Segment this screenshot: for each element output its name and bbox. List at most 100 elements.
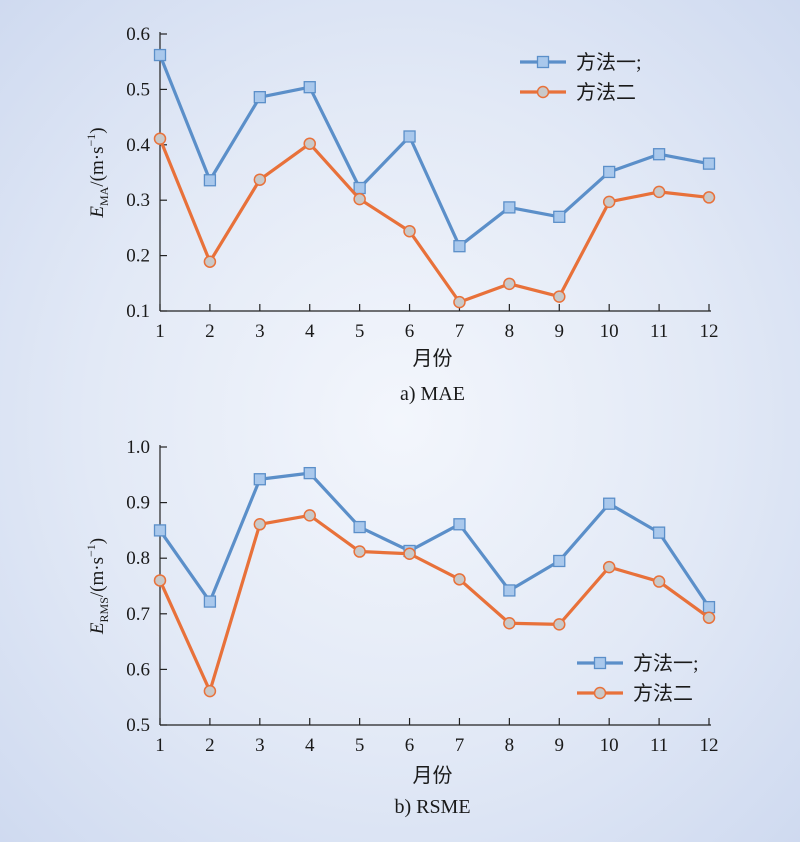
y-tick-label: 0.6 [126,24,150,45]
series-line [158,471,711,609]
y-tick-label: 0.8 [126,548,150,569]
y-label-suffix: ) [87,127,108,133]
y-tick-label: 0.2 [126,246,150,267]
data-point [702,611,716,624]
data-point [403,224,416,238]
legend-marker [593,686,607,700]
y-label-sup: −1 [84,134,98,147]
x-tick-label: 7 [455,735,465,756]
data-point [353,520,366,534]
x-tick-label: 12 [700,735,719,756]
legend-label: 方法一; [576,51,642,74]
data-point [453,573,466,586]
x-tick-label: 5 [355,321,365,342]
series-1 [153,466,716,614]
legend-marker [536,55,550,69]
data-point [553,554,566,568]
x-tick-label: 2 [205,321,215,342]
y-axis-label: ERMS/(m·s−1) [84,538,111,635]
x-tick-label: 11 [650,321,668,342]
data-point [553,210,566,223]
data-point [652,575,666,588]
y-axis-label: EMA/(m·s−1) [84,127,111,218]
x-tick-label: 5 [355,735,365,756]
data-point [353,181,366,195]
series-line [158,54,710,248]
data-point [702,600,716,614]
y-tick-label: 0.4 [126,135,150,156]
y-label-base: E [87,622,108,635]
y-label-unit: /(m·s [87,147,108,187]
y-tick-label: 0.5 [126,715,150,736]
data-point [253,91,266,104]
series-1 [153,48,716,253]
data-point [702,191,716,204]
data-point [602,195,616,209]
data-point [253,173,267,186]
x-tick-label: 4 [305,735,315,756]
y-tick-label: 0.7 [126,604,150,625]
data-point [153,132,167,145]
data-point [503,201,516,214]
data-point [353,545,366,558]
data-point [652,185,666,199]
data-point [603,165,616,179]
x-tick-label: 10 [600,735,619,756]
data-point [253,473,266,486]
data-point [153,524,167,537]
y-label-sub: MA [97,186,111,206]
series-2 [153,132,716,309]
x-tick-label: 6 [405,735,415,756]
data-point [303,466,316,480]
y-tick-label: 0.5 [126,79,150,100]
data-point [203,595,217,608]
y-label-sup: −1 [84,544,98,557]
data-point [203,684,217,698]
data-point [453,518,466,531]
data-point [453,240,466,253]
x-tick-label: 6 [405,321,415,342]
data-point [553,618,566,631]
data-point [403,130,416,143]
data-point [203,174,217,187]
x-tick-label: 3 [255,321,265,342]
data-point [403,547,416,561]
y-label-suffix: ) [87,538,108,544]
data-point [253,518,267,531]
x-tick-label: 4 [305,321,315,342]
data-point [203,255,217,268]
data-point [652,148,666,161]
legend-marker [593,656,607,670]
series-line [158,513,710,693]
series-2 [153,509,716,698]
legend-label: 方法二 [633,682,693,705]
y-tick-label: 1.0 [126,437,150,458]
x-tick-label: 12 [700,321,719,342]
data-point [303,137,316,150]
data-point [503,584,516,597]
x-tick-label: 1 [155,321,165,342]
y-label-sub: RMS [97,597,111,622]
data-point [603,497,616,510]
data-point [702,157,716,170]
data-point [153,574,167,587]
x-axis-label: 月份 [413,347,453,370]
x-tick-label: 2 [205,735,215,756]
chart-caption: a) MAE [400,383,465,405]
y-tick-label: 0.1 [126,301,150,322]
legend-label: 方法二 [576,81,636,104]
data-point [153,48,167,62]
x-tick-label: 1 [155,735,165,756]
x-tick-label: 11 [650,735,668,756]
y-tick-label: 0.3 [126,190,150,211]
data-point [303,81,316,94]
x-tick-label: 9 [555,735,565,756]
legend-label: 方法一; [633,652,699,675]
chart-caption: b) RSME [394,796,470,818]
y-tick-label: 0.6 [126,659,150,680]
y-label-base: E [87,206,108,219]
x-tick-label: 7 [455,321,465,342]
legend: 方法一; 方法二 [520,51,642,104]
x-tick-label: 10 [600,321,619,342]
